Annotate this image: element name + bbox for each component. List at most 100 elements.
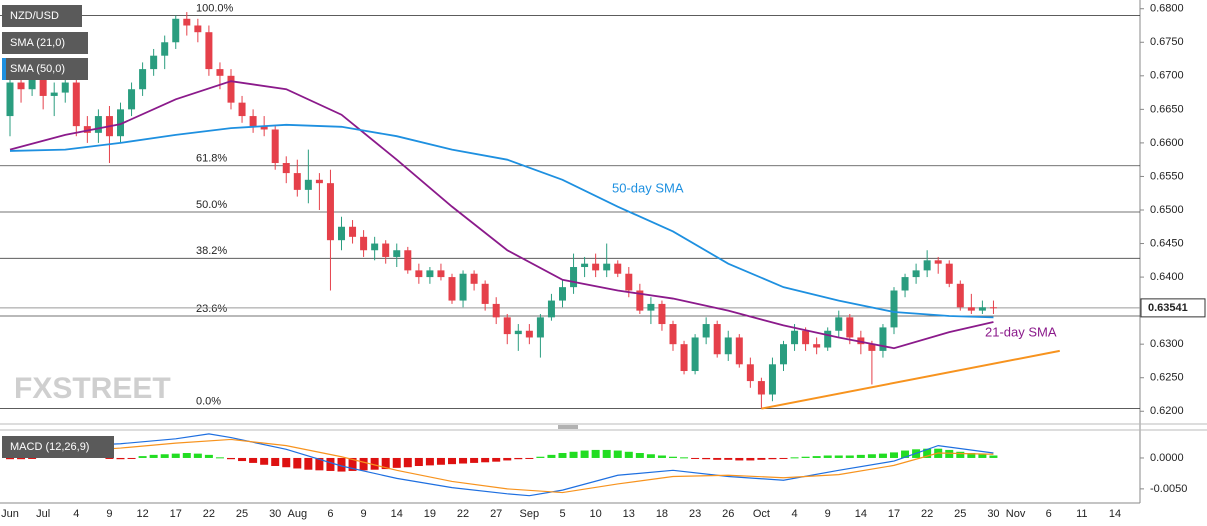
macd-histogram-bar	[193, 453, 202, 458]
candle-body	[194, 25, 202, 33]
candle-body	[271, 129, 279, 164]
sma-line	[9, 80, 994, 350]
x-tick-label: Aug	[288, 508, 308, 520]
candle-body	[945, 263, 953, 284]
macd-histogram-bar	[580, 450, 589, 458]
macd-histogram-bar	[923, 448, 932, 458]
macd-histogram-bar	[757, 457, 766, 460]
x-tick-label: 14	[391, 508, 403, 520]
macd-histogram-bar	[801, 456, 810, 458]
candle-body	[636, 290, 644, 311]
y-tick-label: 0.6400	[1150, 271, 1184, 283]
candle-body	[448, 277, 456, 301]
candle-body	[956, 283, 964, 308]
candle-body	[559, 287, 566, 301]
x-tick-label: 22	[457, 508, 469, 520]
candle-body	[470, 273, 478, 284]
candle-body	[581, 263, 589, 268]
macd-histogram-bar	[149, 454, 158, 458]
macd-histogram-bar	[6, 457, 14, 460]
fib-label: 61.8%	[196, 153, 227, 165]
candle-body	[492, 303, 500, 318]
candle-body	[757, 381, 765, 395]
macd-histogram-bar	[724, 457, 733, 460]
candle-body	[835, 317, 843, 331]
macd-histogram-bar	[547, 454, 556, 458]
candle-body	[338, 226, 345, 241]
macd-histogram-bar	[160, 454, 169, 458]
legend-swatch	[2, 58, 6, 80]
macd-histogram-bar	[436, 457, 445, 465]
x-tick-label: 30	[987, 508, 999, 520]
macd-histogram-bar	[28, 457, 37, 459]
candle-body	[802, 330, 810, 345]
candle-body	[150, 55, 158, 70]
macd-histogram-bar	[591, 449, 600, 458]
x-tick-label: 10	[590, 508, 602, 520]
candle-body	[183, 18, 191, 26]
macd-histogram-bar	[492, 457, 501, 462]
macd-histogram-bar	[282, 457, 291, 468]
x-tick-label: 9	[106, 508, 112, 520]
macd-histogram-bar	[470, 457, 479, 463]
candle-body	[481, 283, 489, 304]
candle-body	[514, 330, 522, 335]
macd-histogram-bar	[978, 454, 987, 458]
candle-body	[426, 270, 434, 278]
candle-body	[382, 243, 390, 257]
macd-histogram-bar	[646, 454, 655, 458]
macd-histogram-bar	[17, 457, 26, 460]
macd-histogram-bar	[127, 457, 136, 459]
macd-histogram-bar	[669, 456, 677, 458]
macd-line	[9, 438, 994, 494]
candle-body	[437, 270, 445, 278]
candle-body	[570, 267, 578, 288]
macd-histogram-bar	[304, 457, 313, 470]
macd-histogram-bar	[448, 457, 456, 465]
candle-body	[415, 270, 423, 278]
candle-body	[813, 344, 821, 348]
y-tick-label: -0.0050	[1150, 483, 1187, 495]
macd-histogram-bar	[967, 453, 976, 458]
macd-histogram-bar	[624, 451, 633, 458]
macd-histogram-bar	[613, 450, 622, 458]
annotation: 21-day SMA	[985, 324, 1057, 339]
sma-line	[9, 123, 994, 319]
macd-histogram-bar	[392, 457, 401, 468]
candle-body	[658, 303, 666, 325]
x-tick-label: 19	[424, 508, 436, 520]
last-price-label: 0.63541	[1148, 302, 1188, 314]
macd-label: MACD (12,26,9)	[10, 441, 89, 453]
x-tick-label: 4	[791, 508, 797, 520]
macd-histogram-bar	[702, 457, 711, 460]
candle-body	[17, 82, 25, 90]
x-tick-label: 23	[689, 508, 701, 520]
legend-box	[2, 32, 88, 54]
x-tick-label: 13	[623, 508, 635, 520]
instrument-label: NZD/USD	[10, 10, 59, 22]
y-tick-label: 0.6500	[1150, 204, 1184, 216]
candle-body	[868, 344, 876, 351]
macd-histogram-bar	[779, 457, 788, 459]
macd-histogram-bar	[204, 454, 213, 458]
legend-label: SMA (50,0)	[10, 63, 65, 75]
x-tick-label: 14	[1109, 508, 1121, 520]
candle-body	[934, 260, 942, 264]
candle-body	[205, 32, 213, 70]
candle-body	[846, 317, 854, 338]
macd-histogram-bar	[326, 457, 335, 471]
candle-body	[128, 89, 136, 110]
fib-label: 0.0%	[196, 395, 221, 407]
candle-body	[890, 290, 898, 328]
macd-histogram-bar	[680, 457, 689, 459]
candle-body	[161, 42, 169, 56]
candle-body	[349, 226, 357, 237]
x-tick-label: 14	[855, 508, 867, 520]
macd-histogram-bar	[414, 457, 423, 466]
candle-body	[603, 263, 611, 271]
y-tick-label: 0.6200	[1150, 405, 1184, 417]
macd-histogram-bar	[812, 456, 821, 458]
y-tick-label: 0.6800	[1150, 3, 1184, 15]
